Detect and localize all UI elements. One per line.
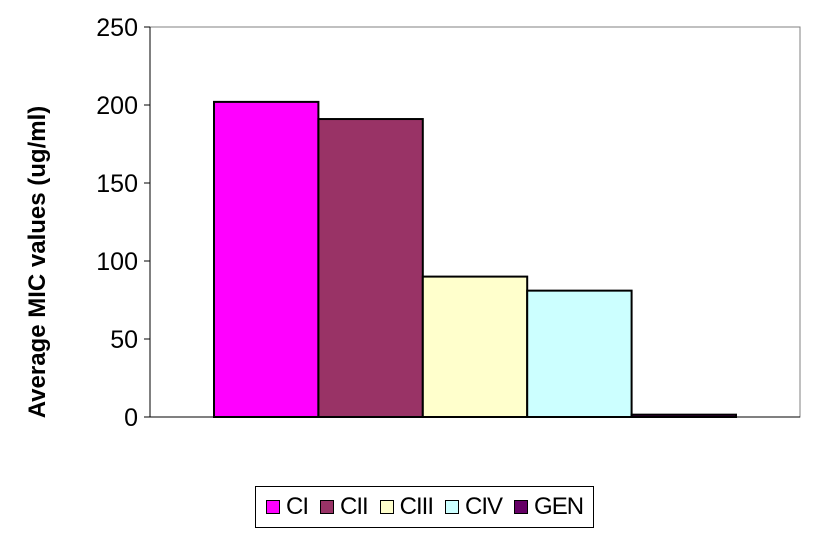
legend-item-civ: CIV <box>445 493 503 521</box>
legend-item-ci: CI <box>266 493 309 521</box>
legend-item-ciii: CIII <box>379 493 434 521</box>
bars <box>213 100 737 419</box>
legend-label: GEN <box>534 493 584 520</box>
y-tick-label: 100 <box>96 248 138 276</box>
y-tick-label: 250 <box>96 14 138 42</box>
y-axis-label: Average MIC values (ug/ml) <box>24 106 51 419</box>
legend-label: CII <box>340 493 369 520</box>
y-tick-label: 50 <box>110 326 138 354</box>
legend-swatch <box>445 500 460 514</box>
legend-item-gen: GEN <box>514 493 584 521</box>
bar-chart: 0 50 100 150 200 250 Average MIC values (ug/m… <box>24 14 801 432</box>
legend: CI CII CIII CIV GEN <box>255 486 595 528</box>
bar-ciii <box>421 275 529 418</box>
legend-swatch <box>514 500 529 514</box>
legend-item-cii: CII <box>320 493 369 521</box>
legend-label: CIII <box>399 493 434 520</box>
y-tick-label: 200 <box>96 92 138 120</box>
legend-label: CIV <box>465 493 503 520</box>
y-tick-label: 150 <box>96 170 138 198</box>
y-tick-label: 0 <box>124 404 138 432</box>
bar-cii <box>317 118 424 418</box>
legend-swatch <box>320 500 334 514</box>
legend-swatch <box>266 500 280 514</box>
bar-gen <box>630 413 737 419</box>
bar-ci <box>213 100 320 418</box>
legend-swatch <box>379 500 394 514</box>
bar-civ <box>526 289 633 419</box>
legend-label: CI <box>286 493 309 520</box>
